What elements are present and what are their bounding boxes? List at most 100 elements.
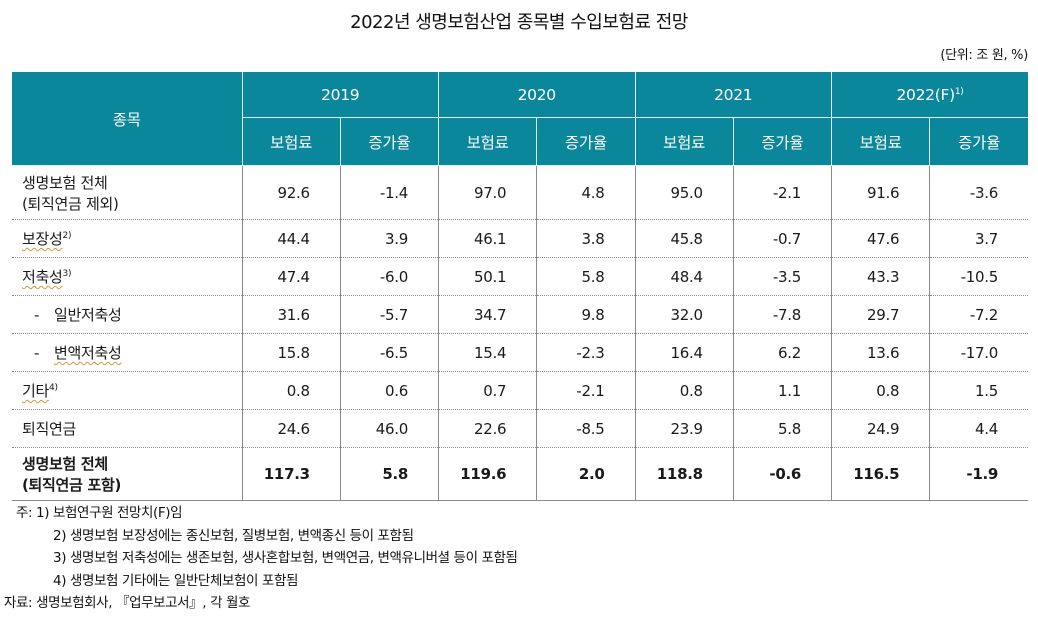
cell-value: 1.5 [929, 371, 1028, 410]
cell-value: 24.6 [241, 409, 341, 448]
cell-value: 119.6 [437, 447, 537, 501]
sub-header-premium: 보험료 [634, 117, 734, 166]
page-title: 2022년 생명보험산업 종목별 수입보험료 전망 [350, 12, 688, 33]
footnote-ref: 1) [954, 86, 964, 97]
table-row: 생명보험 전체 (퇴직연금 제외) 92.6 -1.4 97.0 4.8 95.0… [12, 165, 1028, 220]
cell-value: -2.3 [536, 333, 635, 372]
cell-value: 3.9 [339, 219, 439, 258]
cell-value: 6.2 [732, 333, 832, 372]
year-header-2019: 2019 [241, 72, 439, 118]
cell-value: -7.2 [929, 295, 1028, 334]
cell-value: 9.8 [536, 295, 635, 334]
cell-value: 47.4 [241, 257, 341, 296]
cell-value: -1.9 [929, 447, 1028, 501]
year-header-2020: 2020 [438, 72, 636, 118]
cell-value: -3.6 [929, 165, 1028, 220]
sub-header-growth: 증가율 [732, 117, 833, 166]
cell-value: 3.8 [536, 219, 635, 258]
cell-value: -8.5 [536, 409, 635, 448]
sub-header-premium: 보험료 [830, 117, 931, 166]
item-header: 종목 [12, 72, 243, 166]
cell-value: 29.7 [830, 295, 930, 334]
sub-header-growth: 증가율 [339, 117, 440, 166]
cell-value: 2.0 [536, 447, 635, 501]
cell-value: 4.4 [929, 409, 1028, 448]
cell-value: -1.4 [339, 165, 439, 220]
table-row: 저축성3) 47.4 -6.0 50.1 5.8 48.4 -3.5 43.3 … [12, 257, 1028, 296]
cell-value: 13.6 [830, 333, 930, 372]
cell-value: 34.7 [437, 295, 537, 334]
row-label: - 변액저축성 [12, 333, 242, 372]
cell-value: -6.5 [339, 333, 439, 372]
cell-value: 46.0 [339, 409, 439, 448]
table-row: 퇴직연금 24.6 46.0 22.6 -8.5 23.9 5.8 24.9 4… [12, 409, 1028, 448]
table-row: 보장성2) 44.4 3.9 46.1 3.8 45.8 -0.7 47.6 3… [12, 219, 1028, 258]
cell-value: 117.3 [241, 447, 341, 501]
cell-value: -6.0 [339, 257, 439, 296]
sub-header-growth: 증가율 [536, 117, 636, 166]
cell-value: 0.6 [339, 371, 439, 410]
cell-value: 47.6 [830, 219, 930, 258]
cell-value: -2.1 [732, 165, 832, 220]
cell-value: 46.1 [437, 219, 537, 258]
cell-value: 5.8 [536, 257, 635, 296]
unit-label: (단위: 조 원, %) [940, 48, 1028, 63]
row-label: 저축성3) [12, 257, 242, 296]
cell-value: 0.8 [634, 371, 734, 410]
cell-value: -5.7 [339, 295, 439, 334]
sub-header-premium: 보험료 [241, 117, 341, 166]
year-header-2022f: 2022(F)1) [831, 72, 1028, 118]
premium-table: 종목 2019 2020 2021 2022(F)1) 보험료 증가율 보험료 … [12, 72, 1028, 501]
cell-value: 97.0 [437, 165, 537, 220]
row-label: 퇴직연금 [12, 409, 242, 448]
cell-value: 91.6 [830, 165, 930, 220]
source-note: 자료: 생명보험회사, 『업무보고서』, 각 월호 [4, 595, 251, 611]
cell-value: 23.9 [634, 409, 734, 448]
cell-value: 48.4 [634, 257, 734, 296]
cell-value: 32.0 [634, 295, 734, 334]
year-header-2021: 2021 [634, 72, 832, 118]
cell-value: 50.1 [437, 257, 537, 296]
cell-value: -17.0 [929, 333, 1028, 372]
cell-value: 31.6 [241, 295, 341, 334]
cell-value: 0.7 [437, 371, 537, 410]
cell-value: 95.0 [634, 165, 734, 220]
cell-value: 44.4 [241, 219, 341, 258]
footnote-4: 4) 생명보험 기타에는 일반단체보험이 포함됨 [53, 572, 298, 589]
cell-value: 45.8 [634, 219, 734, 258]
cell-value: 43.3 [830, 257, 930, 296]
row-label: - 일반저축성 [12, 295, 242, 334]
cell-value: 15.8 [241, 333, 341, 372]
sub-header-growth: 증가율 [929, 117, 1028, 166]
cell-value: 1.1 [732, 371, 832, 410]
cell-value: 24.9 [830, 409, 930, 448]
cell-value: 0.8 [830, 371, 930, 410]
cell-value: 5.8 [339, 447, 439, 501]
footnotes: 주: 1) 보험연구원 전망치(F)임 2) 생명보험 보장성에는 종신보험, … [4, 502, 518, 615]
cell-value: 118.8 [634, 447, 734, 501]
table-row: - 일반저축성 31.6 -5.7 34.7 9.8 32.0 -7.8 29.7… [12, 295, 1028, 334]
table-row-total: 생명보험 전체 (퇴직연금 포함) 117.3 5.8 119.6 2.0 118… [12, 447, 1028, 501]
cell-value: 22.6 [437, 409, 537, 448]
cell-value: -3.5 [732, 257, 832, 296]
cell-value: 3.7 [929, 219, 1028, 258]
year-header-row: 종목 2019 2020 2021 2022(F)1) [12, 72, 1028, 166]
cell-value: -2.1 [536, 371, 635, 410]
footnote-1: 주: 1) 보험연구원 전망치(F)임 [16, 505, 183, 521]
row-label: 생명보험 전체 (퇴직연금 제외) [12, 165, 242, 220]
row-label: 생명보험 전체 (퇴직연금 포함) [12, 447, 242, 501]
cell-value: 16.4 [634, 333, 734, 372]
cell-value: -0.7 [732, 219, 832, 258]
row-label: 보장성2) [12, 219, 242, 258]
row-label: 기타4) [12, 371, 242, 410]
footnote-3: 3) 생명보험 저축성에는 생존보험, 생사혼합보험, 변액연금, 변액유니버셜… [53, 550, 518, 566]
cell-value: 4.8 [536, 165, 635, 220]
cell-value: -7.8 [732, 295, 832, 334]
cell-value: 92.6 [241, 165, 341, 220]
table-row: 기타4) 0.8 0.6 0.7 -2.1 0.8 1.1 0.8 1.5 [12, 371, 1028, 410]
cell-value: 15.4 [437, 333, 537, 372]
cell-value: -0.6 [732, 447, 832, 501]
table-row: - 변액저축성 15.8 -6.5 15.4 -2.3 16.4 6.2 13.6… [12, 333, 1028, 372]
cell-value: 5.8 [732, 409, 832, 448]
sub-header-premium: 보험료 [437, 117, 538, 166]
